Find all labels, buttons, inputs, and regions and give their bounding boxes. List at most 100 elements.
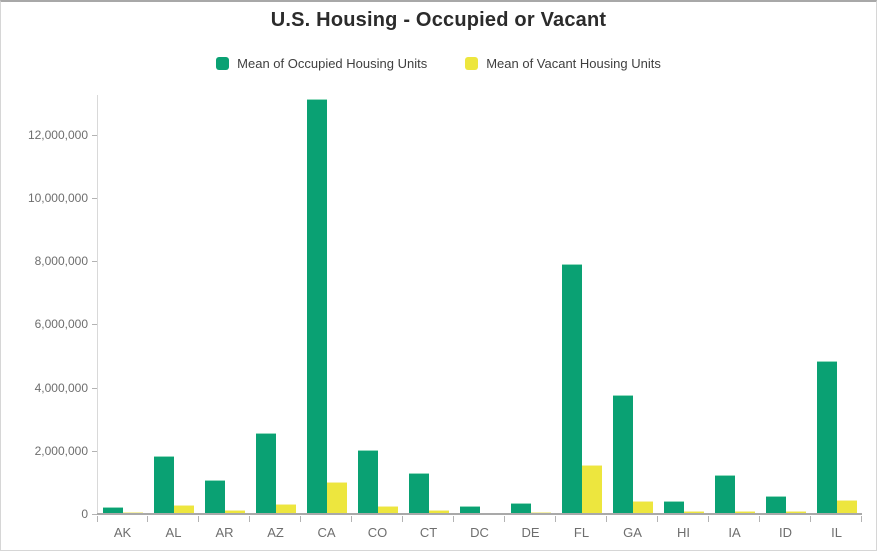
bar-vacant-il[interactable] xyxy=(836,499,857,514)
x-tick xyxy=(810,516,811,522)
x-tick xyxy=(351,516,352,522)
bar-vacant-hi[interactable] xyxy=(683,511,704,514)
x-tick xyxy=(708,516,709,522)
bar-group-de: DE xyxy=(505,92,556,540)
bar-occupied-ak[interactable] xyxy=(102,506,123,514)
y-tick xyxy=(92,198,97,199)
x-tick xyxy=(300,516,301,522)
bar-group-fl: FL xyxy=(556,92,607,540)
bar-group-co: CO xyxy=(352,92,403,540)
y-tick xyxy=(92,134,97,136)
bar-occupied-ct[interactable] xyxy=(408,472,429,514)
legend-swatch-vacant xyxy=(465,57,479,70)
y-tick-label: 2,000,000 xyxy=(34,443,88,458)
y-axis-line xyxy=(97,95,98,514)
x-tick xyxy=(402,516,403,522)
bar-group-al: AL xyxy=(148,92,199,540)
bar-occupied-il[interactable] xyxy=(816,361,837,514)
y-tick xyxy=(92,387,97,389)
bar-group-id: ID xyxy=(760,92,811,540)
bar-occupied-az[interactable] xyxy=(255,432,276,514)
x-axis-label-hi: HI xyxy=(677,525,690,540)
bar-occupied-ga[interactable] xyxy=(612,394,633,514)
legend-item-occupied[interactable]: Mean of Occupied Housing Units xyxy=(216,56,427,71)
bar-occupied-ca[interactable] xyxy=(306,98,327,514)
x-tick xyxy=(249,516,250,522)
x-tick xyxy=(555,516,556,522)
bar-group-ar: AR xyxy=(199,92,250,540)
x-axis-label-ct: CT xyxy=(419,525,438,540)
x-axis-label-ga: GA xyxy=(623,525,642,540)
x-axis-label-il: IL xyxy=(831,525,842,540)
y-tick-label: 6,000,000 xyxy=(34,317,88,332)
x-tick xyxy=(861,516,862,522)
x-tick xyxy=(453,516,454,522)
bar-vacant-ia[interactable] xyxy=(734,511,755,514)
bar-vacant-ar[interactable] xyxy=(224,509,245,514)
bar-vacant-ca[interactable] xyxy=(326,481,347,514)
bar-occupied-ar[interactable] xyxy=(204,479,225,514)
bar-vacant-co[interactable] xyxy=(377,506,398,514)
bar-occupied-al[interactable] xyxy=(153,456,174,514)
bar-vacant-al[interactable] xyxy=(173,504,194,514)
bar-group-ak: AK xyxy=(97,92,148,540)
bar-group-ct: CT xyxy=(403,92,454,540)
x-axis-label-al: AL xyxy=(165,525,182,540)
bar-vacant-fl[interactable] xyxy=(581,465,602,514)
legend-label-occupied: Mean of Occupied Housing Units xyxy=(237,56,428,71)
x-tick xyxy=(606,516,607,522)
x-axis-label-dc: DC xyxy=(470,525,489,540)
bar-group-ca: CA xyxy=(301,92,352,540)
y-tick xyxy=(92,514,97,515)
x-tick xyxy=(504,516,505,522)
y-tick xyxy=(92,261,97,263)
bar-vacant-id[interactable] xyxy=(785,511,806,514)
bar-occupied-de[interactable] xyxy=(510,502,531,514)
x-tick xyxy=(147,516,148,522)
y-tick-label: 10,000,000 xyxy=(27,191,88,205)
legend-label-vacant: Mean of Vacant Housing Units xyxy=(486,56,661,71)
y-tick-label: 4,000,000 xyxy=(34,380,88,395)
bar-group-ga: GA xyxy=(607,92,658,540)
bar-group-az: AZ xyxy=(250,92,301,540)
y-tick-label: 0 xyxy=(81,507,88,521)
bar-occupied-hi[interactable] xyxy=(663,501,684,514)
x-tick xyxy=(759,516,760,522)
legend: Mean of Occupied Housing Units Mean of V… xyxy=(1,56,876,71)
x-tick xyxy=(97,516,98,522)
x-tick xyxy=(198,516,199,522)
x-axis-label-id: ID xyxy=(779,525,792,540)
chart-title: U.S. Housing - Occupied or Vacant xyxy=(270,9,607,31)
x-axis-label-ar: AR xyxy=(215,525,234,540)
bar-vacant-ct[interactable] xyxy=(428,510,449,514)
y-tick xyxy=(92,450,97,452)
bar-occupied-ia[interactable] xyxy=(714,475,735,514)
plot-area: 0 2,000,000 4,000,000 6,000,000 8,000,000 10,… xyxy=(1,92,876,540)
y-tick-label: 8,000,000 xyxy=(34,254,88,269)
bar-group-hi: HI xyxy=(658,92,709,540)
legend-swatch-occupied xyxy=(216,57,230,70)
bar-occupied-fl[interactable] xyxy=(561,263,582,514)
x-axis-label-ca: CA xyxy=(317,525,336,540)
bar-occupied-dc[interactable] xyxy=(459,505,480,514)
x-axis-label-co: CO xyxy=(367,525,388,540)
x-tick xyxy=(657,516,658,522)
bar-occupied-co[interactable] xyxy=(357,450,378,514)
x-axis-label-ia: IA xyxy=(728,525,741,540)
legend-item-vacant[interactable]: Mean of Vacant Housing Units xyxy=(465,56,661,71)
x-axis-label-ak: AK xyxy=(113,525,132,540)
x-axis-label-az: AZ xyxy=(267,525,284,540)
bar-group-dc: DC xyxy=(454,92,505,540)
bar-group-ia: IA xyxy=(709,92,760,540)
bar-groups: AK AL AR AZ CA CO CT DC DE FL GA HI IA ID IL xyxy=(97,92,862,540)
bar-occupied-id[interactable] xyxy=(765,496,786,514)
x-axis-label-de: DE xyxy=(521,525,540,540)
bar-vacant-az[interactable] xyxy=(275,503,296,514)
x-axis-line xyxy=(97,513,862,515)
bar-group-il: IL xyxy=(811,92,862,540)
bar-vacant-ga[interactable] xyxy=(632,501,653,514)
y-tick-label: 12,000,000 xyxy=(27,127,88,142)
x-axis-label-fl: FL xyxy=(573,525,590,540)
y-tick xyxy=(92,324,97,326)
